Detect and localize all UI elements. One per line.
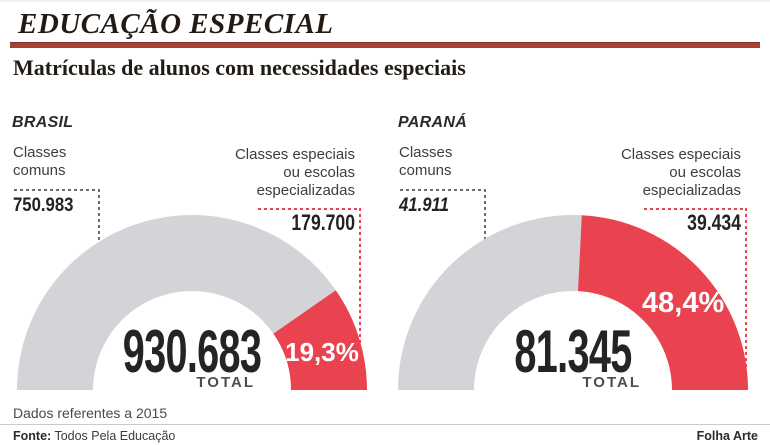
- segment-special-classes: [577, 215, 748, 390]
- region-label: PARANÁ: [398, 114, 468, 131]
- data-reference-note: Dados referentes a 2015: [13, 405, 168, 421]
- leader-line-common-vertical: [98, 189, 100, 244]
- segment-special-classes: [273, 290, 367, 390]
- special-classes-label: Classes especiais ou escolas especializa…: [620, 146, 741, 199]
- art-credit: Folha Arte: [696, 429, 758, 443]
- half-donut-chart: [398, 214, 748, 390]
- segment-common-classes: [398, 214, 582, 390]
- region-label: BRASIL: [12, 114, 74, 131]
- special-classes-value: 179.700: [291, 210, 355, 235]
- total-value: 930.683: [122, 318, 262, 385]
- common-classes-value: 41.911: [399, 195, 449, 216]
- leader-line-common: [400, 189, 485, 191]
- total-label: TOTAL: [196, 374, 255, 391]
- half-donut-chart: [17, 214, 367, 390]
- common-classes-value: 750.983: [13, 195, 74, 216]
- leader-line-special-vertical: [359, 208, 361, 390]
- source-line: Fonte: Todos Pela Educação: [13, 429, 175, 443]
- total-value: 81.345: [514, 318, 632, 385]
- footer-divider: [0, 424, 770, 425]
- source-text: Todos Pela Educação: [54, 429, 176, 443]
- special-classes-label: Classes especiais ou escolas especializa…: [234, 146, 355, 199]
- leader-line-special-vertical: [745, 208, 747, 390]
- common-classes-label: Classes comuns: [13, 144, 67, 179]
- common-classes-label: Classes comuns: [399, 144, 453, 179]
- section-kicker: EDUCAÇÃO ESPECIAL: [18, 8, 334, 40]
- chart-brasil: BRASIL Classes comuns 750.983 Classes es…: [12, 110, 384, 402]
- leader-line-special: [644, 208, 747, 210]
- leader-line-special: [258, 208, 361, 210]
- title-rule: [10, 42, 760, 48]
- segment-common-classes: [17, 214, 336, 390]
- leader-line-common: [14, 189, 99, 191]
- special-percentage: 48,4%: [642, 287, 725, 319]
- special-classes-value: 39.434: [687, 210, 741, 235]
- leader-line-common-vertical: [484, 189, 486, 244]
- source-label: Fonte:: [13, 429, 52, 443]
- page-title: Matrículas de alunos com necessidades es…: [13, 55, 466, 80]
- chart-parana: PARANÁ Classes comuns 41.911 Classes esp…: [398, 110, 770, 402]
- total-label: TOTAL: [582, 374, 641, 391]
- special-percentage: 19,3%: [285, 337, 359, 367]
